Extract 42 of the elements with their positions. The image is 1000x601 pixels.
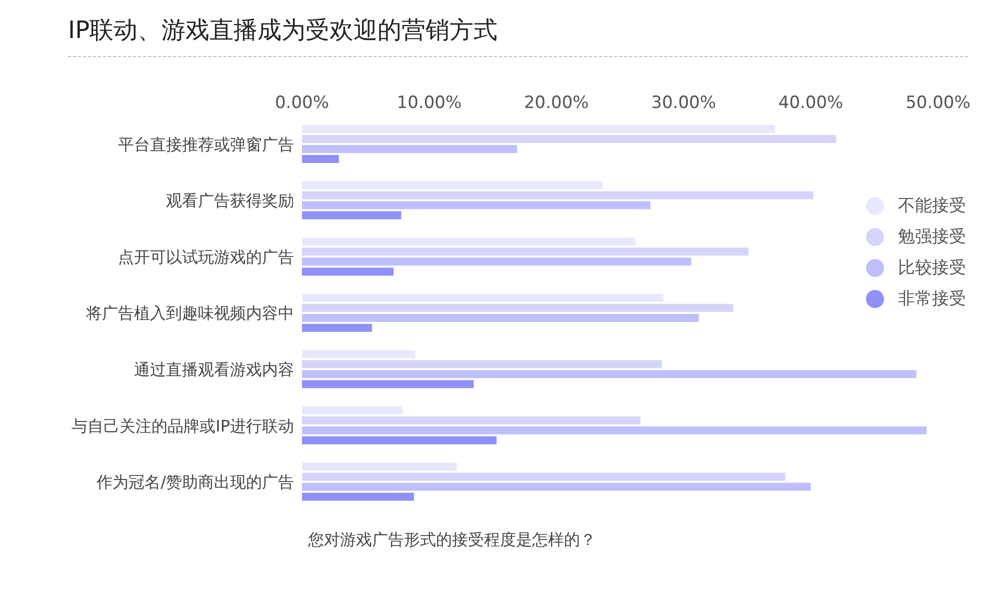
bar [302, 324, 372, 332]
x-tick-label: 40.00% [778, 93, 844, 113]
bar [302, 135, 836, 143]
bar [302, 191, 814, 200]
text: 您对游戏广告形式的接受程度是怎样的？ [308, 530, 596, 551]
bar [302, 258, 692, 266]
bar [302, 380, 474, 388]
bar [302, 426, 927, 434]
bar [302, 416, 640, 424]
bar [302, 238, 636, 246]
bar [302, 350, 416, 358]
y-tick-label: 作为冠名/赞助商出现的广告 [96, 472, 294, 492]
bar [302, 314, 699, 322]
x-tick-label: 10.00% [396, 93, 462, 113]
bar [302, 436, 497, 444]
y-tick-label: 观看广告获得奖励 [166, 191, 294, 210]
y-tick-label: 将广告植入到趣味视频内容中 [85, 304, 294, 323]
bar [302, 482, 811, 491]
bar [302, 304, 734, 312]
legend-label: 不能接受 [898, 195, 966, 217]
bar [302, 155, 339, 163]
legend-label: 非常接受 [898, 288, 966, 310]
y-tick-label: 点开可以试玩游戏的广告 [118, 247, 294, 266]
bar [302, 360, 662, 368]
legend-label: 比较接受 [898, 257, 966, 279]
bar [302, 211, 402, 220]
x-tick-label: 0.00% [274, 93, 330, 113]
y-tick-label: 与自己关注的品牌或IP进行联动 [72, 416, 294, 436]
bar [302, 370, 916, 378]
legend-label: 勉强接受 [898, 226, 966, 248]
bar [302, 248, 748, 256]
x-tick-label: 30.00% [651, 93, 716, 113]
x-tick-label: 20.00% [524, 93, 589, 113]
bar [302, 145, 517, 153]
bar [302, 201, 651, 210]
bar [302, 268, 394, 276]
bar [302, 492, 414, 501]
chart-title: IP联动、游戏直播成为受欢迎的营销方式 [68, 15, 498, 46]
y-tick-label: 平台直接推荐或弹窗广告 [118, 134, 294, 154]
x-tick-label: 50.00% [906, 93, 970, 113]
bar [302, 472, 786, 481]
y-tick-label: 通过直播观看游戏内容 [134, 360, 294, 379]
